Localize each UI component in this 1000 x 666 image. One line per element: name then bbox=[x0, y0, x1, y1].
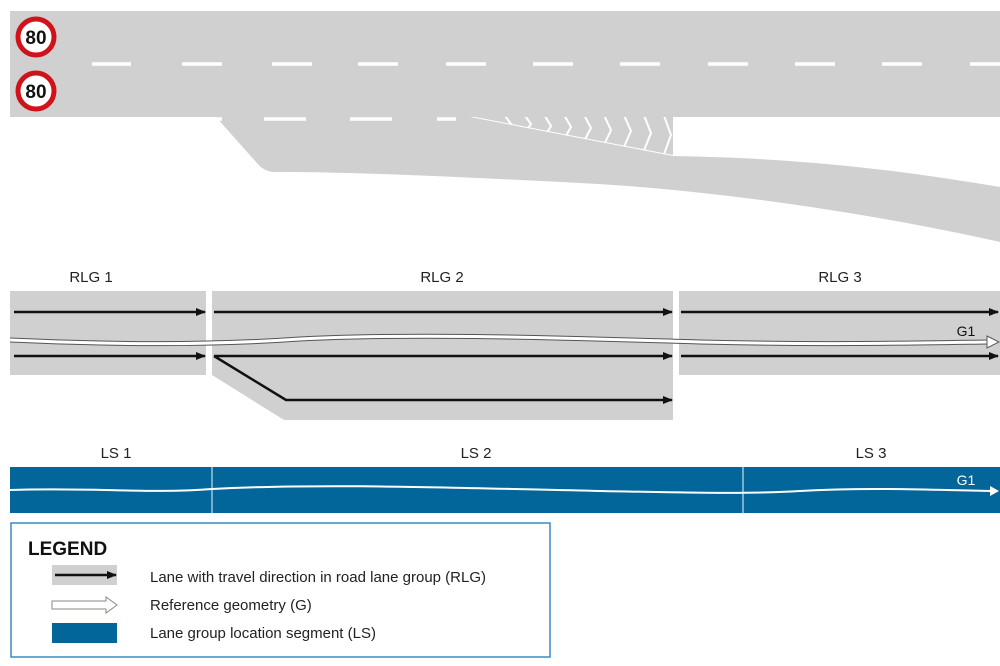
road-exit-ramp bbox=[216, 117, 1000, 242]
speed-sign: 80 bbox=[15, 16, 57, 58]
legend-title: LEGEND bbox=[28, 539, 107, 560]
ls-label: LS 1 bbox=[101, 445, 132, 462]
ls-label: LS 2 bbox=[461, 445, 492, 462]
ls-reference-label: G1 bbox=[957, 472, 976, 488]
legend: LEGEND Lane with travel direction in roa… bbox=[10, 522, 551, 658]
rlg-reference-label: G1 bbox=[957, 323, 976, 339]
road-lane-groups: RLG 1 RLG 2 RLG 3 G1 bbox=[9, 269, 1000, 420]
reference-geometry-arrow-icon bbox=[51, 596, 118, 614]
lane-arrow-swatch-icon bbox=[52, 565, 117, 585]
speed-sign: 80 bbox=[15, 70, 57, 112]
rlg-3-area bbox=[679, 291, 1000, 375]
road-scene: 80 80 bbox=[10, 11, 1000, 242]
lane-direction-arrows bbox=[14, 308, 999, 404]
speed-sign-value: 80 bbox=[25, 28, 46, 49]
speed-sign-value: 80 bbox=[25, 82, 46, 103]
ls-label: LS 3 bbox=[856, 445, 887, 462]
reference-geometry-g1 bbox=[9, 485, 999, 496]
rlg-1-area bbox=[10, 291, 206, 375]
location-segments: LS 1 LS 2 LS 3 G1 bbox=[9, 445, 1000, 513]
rlg-label: RLG 2 bbox=[420, 269, 463, 286]
legend-item-text: Reference geometry (G) bbox=[150, 597, 312, 614]
rlg-label: RLG 3 bbox=[818, 269, 861, 286]
reference-geometry-g1 bbox=[9, 333, 1000, 349]
rlg-label: RLG 1 bbox=[69, 269, 112, 286]
legend-item-text: Lane group location segment (LS) bbox=[150, 625, 376, 642]
location-segment-swatch-icon bbox=[52, 623, 117, 643]
road-main bbox=[10, 11, 1000, 117]
legend-item-text: Lane with travel direction in road lane … bbox=[150, 569, 486, 586]
